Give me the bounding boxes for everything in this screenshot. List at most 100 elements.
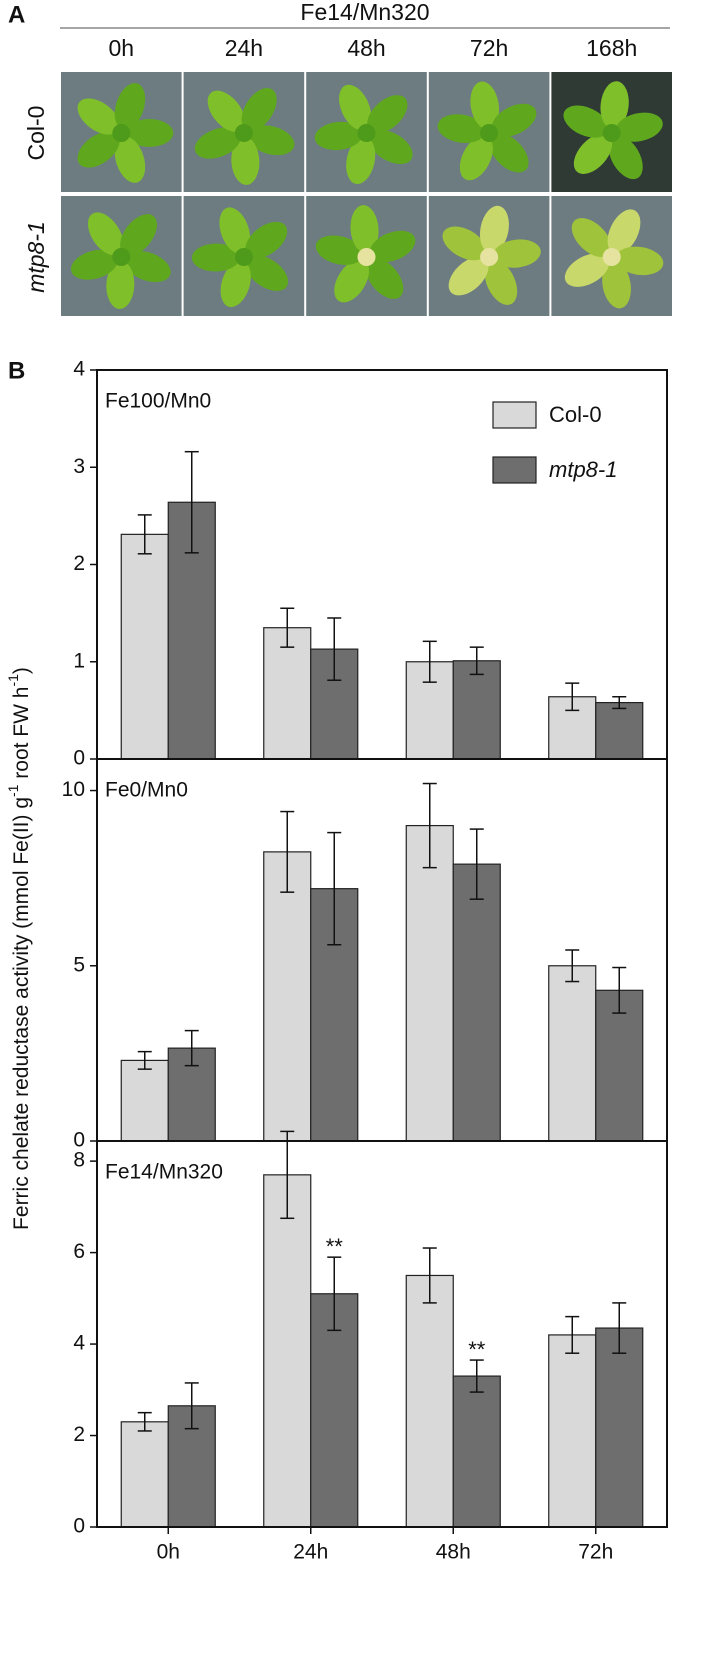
error-bar: [280, 607, 295, 648]
photo: [551, 196, 672, 316]
panel-label: B: [8, 357, 25, 384]
leaf: [600, 81, 629, 130]
y-tick-label: 2: [73, 552, 85, 575]
legend-label: mtp8-1: [549, 457, 617, 482]
leaf: [470, 81, 500, 130]
bar: [595, 989, 644, 1142]
bar: [263, 851, 312, 1142]
y-tick-label: 2: [73, 1423, 85, 1446]
legend-label: Col-0: [549, 402, 602, 427]
rosette-center: [480, 124, 499, 142]
error-bar: [184, 450, 199, 554]
leaf: [114, 136, 146, 183]
y-axis-label-part: -1: [5, 674, 21, 687]
photo: [61, 72, 182, 192]
leaf: [125, 119, 174, 147]
bar: [263, 627, 312, 760]
leaf: [339, 84, 372, 131]
error-bar: [565, 949, 580, 983]
rosette-center: [112, 124, 131, 142]
error-bar: [612, 1302, 627, 1354]
photo: [428, 196, 550, 316]
legend-swatch: [492, 456, 537, 484]
error-bar: [422, 1247, 437, 1304]
leaf: [479, 205, 509, 254]
leaf: [368, 129, 413, 165]
bar: [120, 1421, 169, 1528]
bar: [452, 660, 501, 760]
leaf: [191, 243, 240, 272]
error-bar: [280, 1130, 295, 1220]
leaf: [491, 103, 537, 137]
leaf: [194, 127, 241, 159]
leaf: [241, 87, 277, 132]
leaf: [219, 207, 251, 254]
leaf: [350, 205, 379, 254]
error-bar: [327, 831, 342, 946]
leaf: [564, 253, 610, 287]
y-tick-label: 0: [73, 1515, 85, 1538]
column-label: 48h: [347, 35, 385, 61]
leaf: [493, 239, 541, 268]
error-bar: [137, 514, 152, 555]
error-bar: [469, 646, 484, 676]
y-tick-label: 4: [73, 1332, 85, 1355]
panel-label: A: [8, 1, 25, 28]
bar: [120, 533, 169, 760]
error-bar: [137, 1050, 152, 1070]
leaf: [437, 114, 486, 143]
leaf: [489, 133, 529, 173]
bar: [405, 824, 454, 1142]
leaf: [334, 259, 370, 303]
column-label: 24h: [225, 35, 263, 61]
leaf: [77, 131, 120, 168]
leaf: [365, 257, 404, 299]
leaf: [448, 256, 489, 296]
x-tick-label: 72h: [578, 1541, 613, 1564]
y-tick-label: 4: [73, 358, 85, 381]
row-label: mtp8-1: [23, 221, 49, 293]
significance: **: [468, 1337, 486, 1362]
photo: [551, 72, 672, 192]
rosette-center: [112, 248, 131, 266]
photo: [306, 196, 427, 316]
error-bar: [327, 617, 342, 681]
photo: [61, 196, 182, 316]
y-axis-label-part: ): [10, 667, 33, 674]
leaf: [124, 251, 171, 283]
y-tick-label: 0: [73, 747, 85, 770]
leaf: [367, 95, 408, 134]
rosette-center: [357, 248, 376, 266]
photo: [306, 72, 427, 192]
y-tick-label: 5: [73, 953, 85, 976]
leaf: [120, 214, 157, 256]
panel-title: Fe14/Mn320: [300, 0, 429, 25]
leaf: [245, 221, 288, 259]
bar: [405, 1274, 454, 1528]
leaf: [106, 260, 135, 309]
leaf: [602, 260, 631, 309]
leaf: [207, 90, 245, 132]
y-tick-label: 3: [73, 455, 85, 478]
bar: [452, 1375, 501, 1528]
leaf: [346, 136, 376, 185]
leaf: [114, 83, 146, 130]
rosette-center: [357, 124, 376, 142]
error-bar: [612, 966, 627, 1014]
y-tick-label: 10: [62, 778, 85, 801]
bar: [310, 1293, 359, 1528]
rosette-center: [234, 248, 253, 266]
leaf: [315, 235, 363, 265]
chart-title: Fe100/Mn0: [105, 390, 211, 413]
rosette-center: [602, 248, 621, 266]
error-bar: [184, 1029, 199, 1067]
row-label: Col-0: [23, 106, 49, 161]
error-bar: [565, 682, 580, 712]
error-bar: [327, 1256, 342, 1332]
x-tick-label: 24h: [293, 1541, 328, 1564]
bar: [548, 965, 597, 1142]
leaf: [247, 125, 295, 156]
rosette-center: [602, 124, 621, 142]
leaf: [615, 112, 663, 142]
